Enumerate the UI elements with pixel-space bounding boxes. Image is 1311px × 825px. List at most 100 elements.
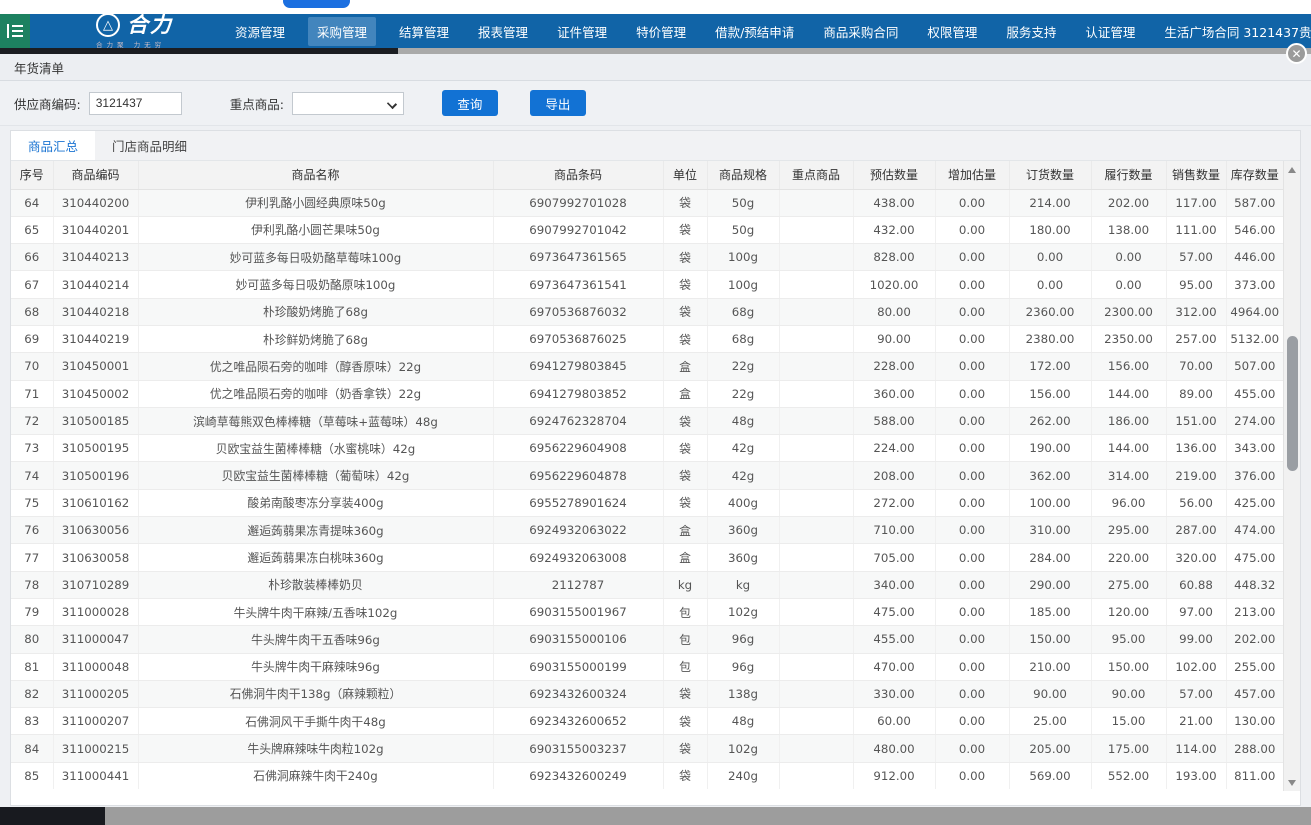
table-cell: 172.00 xyxy=(1009,352,1092,381)
horizontal-scroll-strip-bottom[interactable] xyxy=(0,807,1311,825)
table-cell: 22g xyxy=(707,380,780,408)
table-cell: 310610162 xyxy=(53,489,139,518)
nav-item[interactable]: 报表管理 xyxy=(478,24,529,40)
table-cell: 360g xyxy=(707,516,780,545)
tab-bar: 商品汇总 门店商品明细 xyxy=(11,131,1300,161)
table-cell: 48g xyxy=(707,707,780,736)
table-zone: 序号 商品编码 商品名称 商品条码 单位 商品规格 重点商品 预估数量 增加估量 订货数量 履行数量… xyxy=(11,161,1283,789)
table-cell: 4964.00 xyxy=(1226,298,1283,326)
tab-product-summary[interactable]: 商品汇总 xyxy=(11,131,96,160)
export-button[interactable]: 导出 xyxy=(529,90,586,116)
table-cell: 0.00 xyxy=(935,216,1010,245)
table-cell: 0.00 xyxy=(935,298,1010,326)
table-cell xyxy=(779,298,854,326)
table-cell: 6970536876025 xyxy=(493,325,664,354)
nav-item[interactable]: 资源管理 xyxy=(235,24,286,40)
table-row[interactable]: 71 310450002 优之唯品陨石旁的咖啡（奶香拿铁）22g 6941279803… xyxy=(11,380,1283,408)
filter-toolbar: 供应商编码: 重点商品: 查询 导出 xyxy=(0,81,1311,126)
table-row[interactable]: 76 310630056 邂逅蒟蒻果冻青提味360g 6924932063022 盒 36… xyxy=(11,516,1283,545)
table-cell xyxy=(779,489,854,518)
nav-item[interactable]: 采购管理 xyxy=(308,16,377,46)
table-cell: 310710289 xyxy=(53,571,139,599)
table-cell: 99.00 xyxy=(1166,625,1227,654)
table-row[interactable]: 67 310440214 妙可蓝多每日吸奶酪原味100g 6973647361541 袋… xyxy=(11,270,1283,299)
table-row[interactable]: 64 310440200 伊利乳酪小圆经典原味50g 6907992701028 袋 50… xyxy=(11,189,1283,217)
table-cell: 156.00 xyxy=(1091,352,1167,381)
table-cell: 219.00 xyxy=(1166,461,1227,490)
table-cell: 0.00 xyxy=(935,243,1010,272)
table-row[interactable]: 70 310450001 优之唯品陨石旁的咖啡（醇香原味）22g 6941279803… xyxy=(11,352,1283,381)
table-row[interactable]: 79 311000028 牛头牌牛肉干麻辣/五香味102g 6903155001967… xyxy=(11,598,1283,627)
table-cell: 牛头牌牛肉干麻辣味96g xyxy=(138,653,494,681)
nav-item[interactable]: 结算管理 xyxy=(399,24,450,40)
scroll-up-arrow[interactable] xyxy=(1284,161,1300,178)
table-cell: 310500185 xyxy=(53,407,139,436)
table-row[interactable]: 85 311000441 石佛洞麻辣牛肉干240g 6923432600249 袋 240… xyxy=(11,762,1283,789)
table-row[interactable]: 74 310500196 贝欧宝益生菌棒棒糖（葡萄味）42g 695622960487… xyxy=(11,461,1283,490)
table-row[interactable]: 72 310500185 滨崎草莓熊双色棒棒糖（草莓味+蓝莓味）48g 6924762… xyxy=(11,407,1283,436)
table-row[interactable]: 80 311000047 牛头牌牛肉干五香味96g 6903155000106 包 96g… xyxy=(11,625,1283,654)
table-row[interactable]: 69 310440219 朴珍鲜奶烤脆了68g 6970536876025 袋 68g 90… xyxy=(11,325,1283,354)
scroll-strip-thumb[interactable] xyxy=(0,48,398,54)
column-header: 单位 xyxy=(663,161,708,190)
tab-store-product-detail[interactable]: 门店商品明细 xyxy=(112,139,188,154)
table-row[interactable]: 78 310710289 朴珍散装棒棒奶贝 2112787 kg kg 340.00 0.00… xyxy=(11,571,1283,599)
table-cell: 74 xyxy=(11,461,54,490)
table-cell: 0.00 xyxy=(935,734,1010,763)
table-cell: 0.00 xyxy=(935,762,1010,789)
table-cell: 68g xyxy=(707,298,780,326)
table-cell: 57.00 xyxy=(1166,680,1227,709)
table-cell: 盒 xyxy=(663,352,708,381)
table-cell: 102g xyxy=(707,598,780,627)
nav-item[interactable]: 商品采购合同 xyxy=(823,24,899,40)
table-row[interactable]: 81 311000048 牛头牌牛肉干麻辣味96g 6903155000199 包 96g… xyxy=(11,653,1283,681)
supplier-code-label: 供应商编码: xyxy=(14,96,81,112)
scroll-down-arrow[interactable] xyxy=(1284,774,1300,791)
table-cell: 0.00 xyxy=(1009,270,1092,299)
column-header: 履行数量 xyxy=(1091,161,1167,190)
table-row[interactable]: 77 310630058 邂逅蒟蒻果冻白桃味360g 6924932063008 盒 36… xyxy=(11,543,1283,572)
table-row[interactable]: 75 310610162 酸弟南酸枣冻分享装400g 6955278901624 袋 40… xyxy=(11,489,1283,518)
table-vertical-scrollbar[interactable] xyxy=(1283,161,1300,791)
table-row[interactable]: 84 311000215 牛头牌麻辣味牛肉粒102g 6903155003237 袋 10… xyxy=(11,734,1283,763)
nav-item[interactable]: 借款/预结申请 xyxy=(715,24,795,40)
query-button[interactable]: 查询 xyxy=(441,90,498,116)
table-row[interactable]: 73 310500195 贝欧宝益生菌棒棒糖（水蜜桃味）42g 69562296049… xyxy=(11,434,1283,463)
table-cell: 330.00 xyxy=(853,680,936,709)
table-cell: 287.00 xyxy=(1166,516,1227,545)
table-row[interactable]: 83 311000207 石佛洞风干手撕牛肉干48g 6923432600652 袋 48… xyxy=(11,707,1283,736)
top-navbar: △ 合力 合力聚 力无穷 资源管理 采购管理 结算管理 报表管理 证件管理 特价管理 借款/… xyxy=(0,13,1311,49)
nav-item[interactable]: 服务支持 xyxy=(1006,24,1057,40)
table-cell: 284.00 xyxy=(1009,543,1092,572)
table-cell: 70 xyxy=(11,352,54,381)
table-row[interactable]: 66 310440213 妙可蓝多每日吸奶酪草莓味100g 6973647361565… xyxy=(11,243,1283,272)
table-header-row: 序号 商品编码 商品名称 商品条码 单位 商品规格 重点商品 预估数量 增加估量 订货数量 履行数量… xyxy=(11,161,1283,190)
supplier-code-input[interactable] xyxy=(88,91,182,115)
table-cell: 6907992701028 xyxy=(493,189,664,217)
key-product-select[interactable] xyxy=(291,91,404,115)
table-cell: 150.00 xyxy=(1009,625,1092,654)
table-row[interactable]: 65 310440201 伊利乳酪小圆芒果味50g 6907992701042 袋 50g… xyxy=(11,216,1283,245)
table-cell: 97.00 xyxy=(1166,598,1227,627)
table-cell: 475.00 xyxy=(1226,543,1283,572)
table-cell: 69 xyxy=(11,325,54,354)
table-cell: 袋 xyxy=(663,434,708,463)
table-cell: 208.00 xyxy=(853,461,936,490)
table-row[interactable]: 68 310440218 朴珍酸奶烤脆了68g 6970536876032 袋 68g 80… xyxy=(11,298,1283,326)
table-row[interactable]: 82 311000205 石佛洞牛肉干138g（麻辣颗粒） 6923432600324… xyxy=(11,680,1283,709)
nav-item[interactable]: 生活广场合同 3121437贵州禄兰商贸有限公司 xyxy=(1164,24,1311,40)
table-cell: 25.00 xyxy=(1009,707,1092,736)
table-cell: 144.00 xyxy=(1091,434,1167,463)
table-cell: 705.00 xyxy=(853,543,936,572)
table-cell: 0.00 xyxy=(935,352,1010,381)
nav-item[interactable]: 认证管理 xyxy=(1085,24,1136,40)
nav-item[interactable]: 证件管理 xyxy=(557,24,608,40)
nav-item[interactable]: 权限管理 xyxy=(927,24,978,40)
table-cell: 811.00 xyxy=(1226,762,1283,789)
sidebar-toggle-button[interactable] xyxy=(0,14,30,48)
scrollbar-thumb[interactable] xyxy=(1286,336,1298,471)
close-icon[interactable]: ✕ xyxy=(1286,43,1307,64)
horizontal-scroll-strip-top[interactable] xyxy=(0,48,1311,54)
nav-item[interactable]: 特价管理 xyxy=(636,24,687,40)
bottom-strip-thumb[interactable] xyxy=(0,807,105,825)
